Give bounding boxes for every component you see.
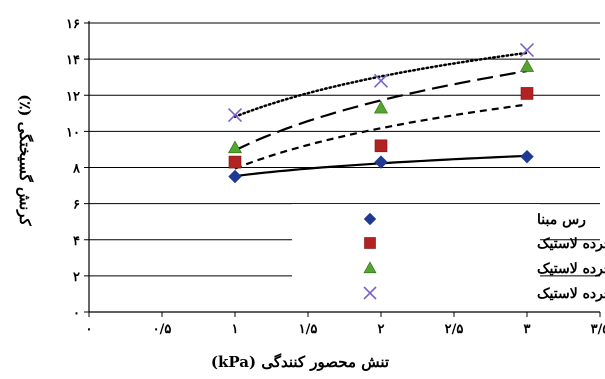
y-tick-label: ۴ — [73, 234, 80, 249]
axes — [84, 21, 601, 317]
legend-box — [292, 204, 540, 306]
x-tick-label: ۳ — [524, 322, 531, 337]
legend-label: رس با ۵٪ خرده لاستیک — [537, 236, 605, 252]
data-markers — [227, 43, 535, 184]
y-tick-label: ۱۲ — [66, 89, 80, 104]
data-point-x — [227, 108, 243, 123]
y-tick-label: ۱۰ — [66, 125, 80, 140]
x-tick-label: ۲ — [378, 322, 385, 337]
data-point-diamond — [374, 155, 388, 169]
data-point-diamond — [520, 149, 534, 164]
y-tick-labels: ۰ ۲ ۴ ۶ ۸ ۱۰ ۱۲ ۱۴ ۱۶ — [66, 17, 81, 321]
trendline — [234, 103, 528, 170]
y-tick-label: ۶ — [73, 198, 80, 213]
data-point-square — [374, 139, 388, 153]
trendline — [234, 70, 528, 152]
data-point-triangle — [373, 100, 389, 114]
x-tick-label: ۲/۵ — [445, 322, 464, 337]
trendline — [233, 51, 529, 118]
data-point-square — [228, 155, 242, 169]
y-axis-title: کرنش گسیختگی (٪) — [16, 94, 34, 226]
x-tick-labels: ۰ ۰/۵ ۱ ۱/۵ ۲ ۲/۵ ۳ ۳/۵ — [86, 322, 605, 337]
x-stroke — [519, 43, 535, 58]
x-tick-label: ۱ — [232, 322, 239, 337]
x-tick-label: ۳/۵ — [591, 322, 605, 337]
legend-background — [292, 204, 540, 306]
x-stroke — [373, 73, 389, 88]
x-tick-label: ۱/۵ — [299, 322, 318, 337]
data-point-diamond — [363, 212, 377, 226]
legend: رس مبنا رس با ۵٪ خرده لاستیک رس با ۱۰٪ خرد… — [363, 212, 605, 302]
x-stroke — [363, 286, 377, 300]
y-tick-label: ۱۶ — [66, 17, 80, 32]
y-tick-label: ۰ — [73, 306, 80, 321]
legend-label: رس مبنا — [537, 212, 586, 228]
x-stroke — [227, 108, 243, 123]
x-axis-title: تنش محصور کنندگی (kPa) — [211, 353, 389, 371]
y-tick-label: ۸ — [72, 162, 81, 177]
x-tick-label: ۰ — [86, 322, 93, 337]
data-point-triangle — [519, 59, 535, 72]
gridlines — [89, 22, 600, 277]
data-point-x — [363, 286, 377, 300]
data-point-square — [364, 237, 376, 249]
data-point-triangle — [227, 140, 243, 154]
data-point-x — [373, 73, 389, 88]
data-point-square — [520, 87, 534, 100]
data-point-triangle — [363, 261, 377, 274]
y-tick-label: ۱۴ — [66, 53, 80, 68]
y-tick-label: ۲ — [73, 270, 80, 285]
x-tick-label: ۰/۵ — [153, 322, 172, 337]
legend-label: رس با ۱۰٪ خرده لاستیک — [537, 261, 605, 277]
legend-label: رس با ۱۵٪ خرده لاستیک — [537, 286, 605, 302]
data-point-diamond — [228, 169, 242, 184]
data-point-x — [519, 43, 535, 58]
